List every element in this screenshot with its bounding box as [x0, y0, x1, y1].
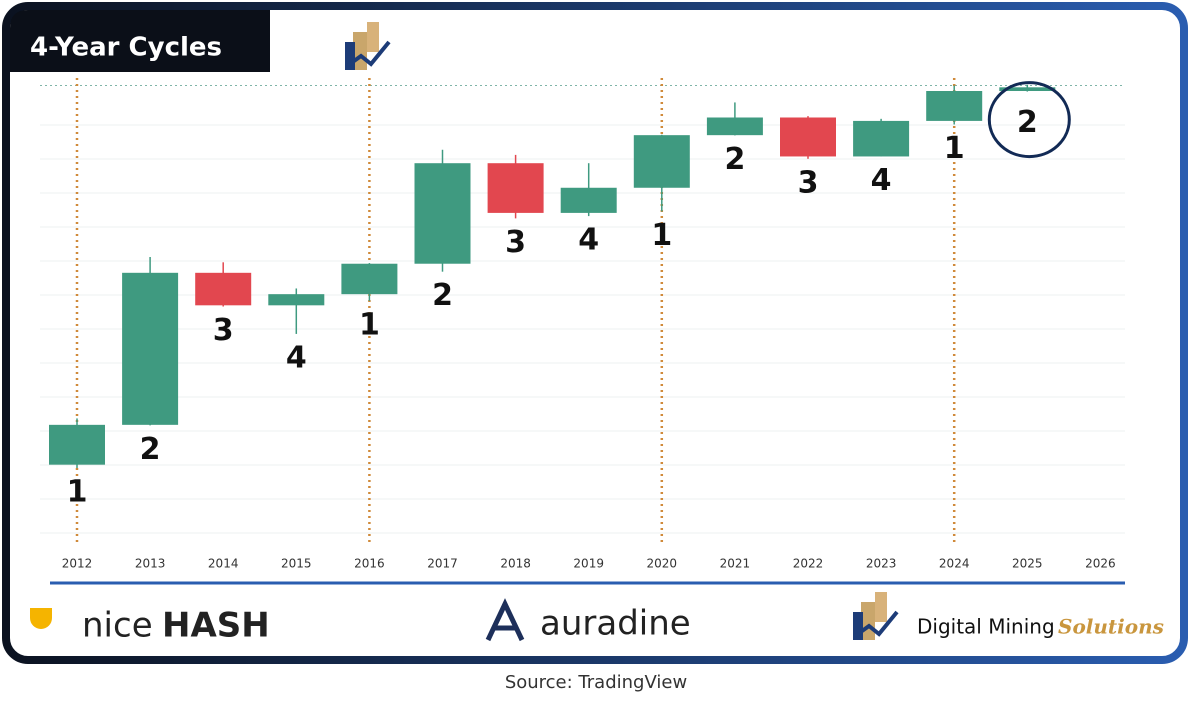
cycle-label: 1 — [651, 218, 672, 253]
cycle-label: 1 — [944, 131, 965, 166]
x-tick-label: 2016 — [354, 557, 385, 571]
candle-body — [633, 135, 690, 188]
frame — [2, 2, 1188, 664]
candle-body — [487, 163, 544, 213]
logo-text: Digital Mining — [917, 615, 1055, 639]
x-tick-label: 2012 — [62, 557, 93, 571]
highlight-circle — [987, 81, 1071, 159]
candle-body — [560, 187, 617, 213]
candle-body — [926, 91, 983, 121]
x-tick-label: 2026 — [1085, 557, 1116, 571]
dms-logo — [853, 592, 899, 640]
cycle-label: 2 — [1017, 105, 1038, 140]
logo-text: auradine — [540, 604, 691, 644]
x-tick-label: 2025 — [1012, 557, 1043, 571]
candle-body — [268, 294, 325, 306]
candle-body — [49, 424, 105, 465]
cycle-label: 1 — [67, 475, 88, 510]
x-tick-label: 2019 — [573, 557, 604, 571]
cycle-label: 2 — [432, 278, 453, 313]
candle-body — [853, 120, 910, 157]
x-tick-label: 2015 — [281, 557, 312, 571]
cycle-label: 2 — [724, 142, 745, 177]
x-tick-label: 2017 — [427, 557, 458, 571]
candle-body — [414, 163, 471, 264]
cycle-label: 4 — [578, 223, 599, 258]
cycle-label: 3 — [798, 165, 819, 200]
cycle-label: 2 — [140, 432, 161, 467]
title-logo — [345, 22, 391, 70]
candle-body — [706, 117, 763, 136]
auradine-logo: auradine — [485, 598, 691, 644]
source: Source: TradingView — [505, 672, 687, 693]
x-tick-label: 2021 — [720, 557, 751, 571]
x-tick-label: 2023 — [866, 557, 897, 571]
logo-text: HASH — [162, 606, 270, 646]
candle-body — [341, 263, 398, 295]
x-tick-label: 2020 — [647, 557, 678, 571]
x-tick-label: 2013 — [135, 557, 166, 571]
title-box — [10, 10, 270, 72]
candle-body — [780, 117, 836, 157]
logo-text: nice — [82, 606, 153, 646]
cycle-label: 3 — [505, 225, 526, 260]
candle-body — [195, 272, 252, 306]
x-tick-label: 2018 — [500, 557, 531, 571]
x-tick-label: 2014 — [208, 557, 239, 571]
candle-body — [122, 272, 179, 425]
nicehash-logo: nice HASH — [30, 606, 270, 646]
cycle-label: 4 — [286, 340, 307, 375]
candle-body — [999, 87, 1056, 92]
cycle-label: 3 — [213, 313, 234, 348]
cycle-label: 1 — [359, 307, 380, 342]
logo-text: Solutions — [1058, 615, 1164, 639]
cycle-label: 4 — [871, 163, 892, 198]
x-tick-label: 2022 — [793, 557, 824, 571]
chart-title: 4-Year Cycles — [30, 33, 222, 63]
x-tick-label: 2024 — [939, 557, 970, 571]
